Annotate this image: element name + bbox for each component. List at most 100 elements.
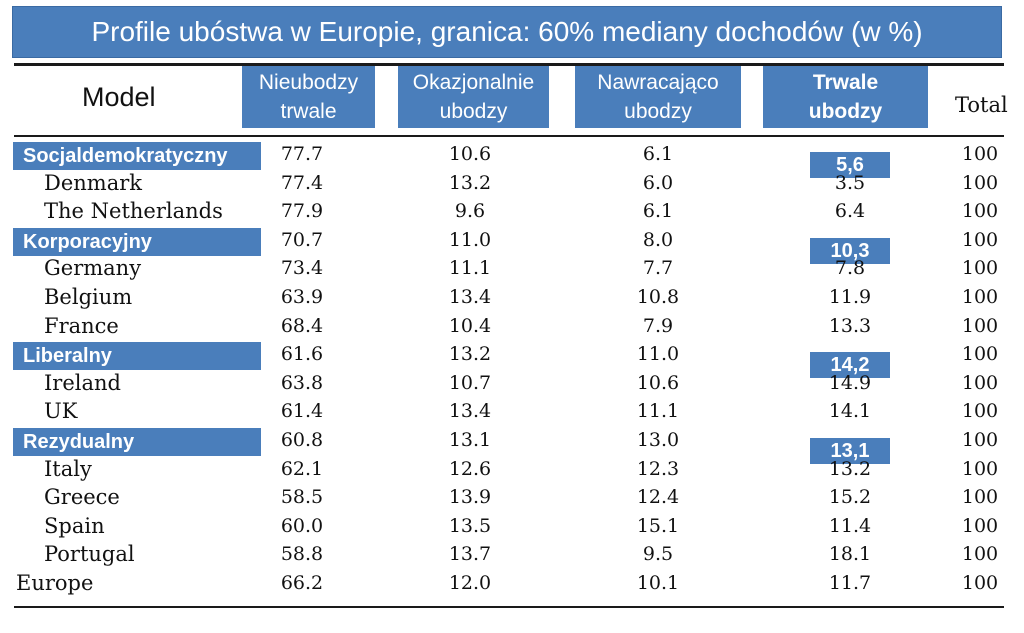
- value-okazjonalnie-ubodzy: 11.1: [448, 257, 492, 279]
- value-trwale-ubodzy: 11.7: [828, 572, 872, 594]
- group-value-trwale-ubodzy: 14,2: [810, 352, 890, 378]
- value-nawracajaco-ubodzy: 12.4: [636, 486, 680, 508]
- country-name: Denmark: [44, 171, 142, 195]
- country-name: Spain: [44, 514, 105, 538]
- group-label: Rezydualny: [13, 428, 261, 456]
- header-model: Model: [82, 82, 156, 112]
- value-okazjonalnie-ubodzy: 12.0: [448, 572, 492, 594]
- table-row: Spain 60.0 13.5 15.1 11.4 100: [0, 512, 1024, 540]
- header-line: ubodzy: [808, 100, 883, 123]
- value-okazjonalnie-ubodzy: 10.6: [448, 143, 492, 165]
- value-nieubodzy-trwale: 77.7: [280, 143, 324, 165]
- group-label: Socjaldemokratyczny: [13, 142, 261, 170]
- table-bottom-rule: [14, 606, 1004, 608]
- value-total: 100: [961, 372, 999, 394]
- country-name: The Netherlands: [44, 199, 223, 223]
- value-total: 100: [961, 200, 999, 222]
- value-okazjonalnie-ubodzy: 13.4: [448, 400, 492, 422]
- value-total: 100: [961, 143, 999, 165]
- value-nieubodzy-trwale: 60.0: [280, 515, 324, 537]
- value-nieubodzy-trwale: 70.7: [280, 229, 324, 251]
- value-okazjonalnie-ubodzy: 12.6: [448, 458, 492, 480]
- table-top-rule: [14, 63, 1004, 66]
- table-header-rule: [14, 135, 1004, 137]
- value-trwale-ubodzy: 6.4: [834, 200, 866, 222]
- country-name: Italy: [44, 457, 92, 481]
- value-nawracajaco-ubodzy: 10.8: [636, 286, 680, 308]
- value-nawracajaco-ubodzy: 10.1: [636, 572, 680, 594]
- value-nawracajaco-ubodzy: 11.0: [636, 343, 680, 365]
- table-row: UK 61.4 13.4 11.1 14.1 100: [0, 397, 1024, 425]
- value-trwale-ubodzy: 7.8: [834, 257, 866, 279]
- value-nieubodzy-trwale: 63.8: [280, 372, 324, 394]
- country-name: France: [44, 314, 119, 338]
- value-nawracajaco-ubodzy: 12.3: [636, 458, 680, 480]
- value-trwale-ubodzy: 13.3: [828, 315, 872, 337]
- value-okazjonalnie-ubodzy: 10.4: [448, 315, 492, 337]
- value-nawracajaco-ubodzy: 9.5: [642, 543, 674, 565]
- value-okazjonalnie-ubodzy: 9.6: [454, 200, 486, 222]
- group-value-trwale-ubodzy: 13,1: [810, 438, 890, 464]
- table-group-row: Liberalny 61.6 13.2 11.0 14,2 100: [0, 340, 1024, 378]
- value-total: 100: [961, 400, 999, 422]
- country-name: Belgium: [44, 285, 133, 309]
- value-okazjonalnie-ubodzy: 13.1: [448, 429, 492, 451]
- value-total: 100: [961, 429, 999, 451]
- value-trwale-ubodzy: 15.2: [828, 486, 872, 508]
- value-okazjonalnie-ubodzy: 13.5: [448, 515, 492, 537]
- value-nawracajaco-ubodzy: 15.1: [636, 515, 680, 537]
- value-total: 100: [961, 458, 999, 480]
- value-nawracajaco-ubodzy: 6.1: [642, 143, 674, 165]
- value-nieubodzy-trwale: 66.2: [280, 572, 324, 594]
- table-row: Belgium 63.9 13.4 10.8 11.9 100: [0, 283, 1024, 311]
- table-group-row: Socjaldemokratyczny 77.7 10.6 6.1 5,6 100: [0, 140, 1024, 178]
- value-trwale-ubodzy: 11.4: [828, 515, 872, 537]
- value-nawracajaco-ubodzy: 6.1: [642, 200, 674, 222]
- slide-title: Profile ubóstwa w Europie, granica: 60% …: [12, 6, 1002, 58]
- country-name: Greece: [44, 485, 120, 509]
- value-trwale-ubodzy: 14.1: [828, 400, 872, 422]
- value-nieubodzy-trwale: 58.5: [280, 486, 324, 508]
- country-name: Europe: [16, 571, 94, 595]
- header-line: Nieubodzy: [258, 71, 359, 94]
- value-nieubodzy-trwale: 77.9: [280, 200, 324, 222]
- header-line: Trwale: [812, 71, 879, 94]
- value-nieubodzy-trwale: 61.4: [280, 400, 324, 422]
- value-okazjonalnie-ubodzy: 13.2: [448, 172, 492, 194]
- header-line: Okazjonalnie: [412, 71, 535, 94]
- value-nieubodzy-trwale: 77.4: [280, 172, 324, 194]
- value-total: 100: [961, 572, 999, 594]
- table-group-row: Korporacyjny 70.7 11.0 8.0 10,3 100: [0, 226, 1024, 264]
- value-nieubodzy-trwale: 62.1: [280, 458, 324, 480]
- value-total: 100: [961, 515, 999, 537]
- value-nieubodzy-trwale: 58.8: [280, 543, 324, 565]
- value-total: 100: [961, 315, 999, 337]
- value-total: 100: [961, 343, 999, 365]
- table-row: Greece 58.5 13.9 12.4 15.2 100: [0, 483, 1024, 511]
- table-row: Portugal 58.8 13.7 9.5 18.1 100: [0, 540, 1024, 568]
- value-nawracajaco-ubodzy: 6.0: [642, 172, 674, 194]
- header-nieubodzy-trwale: Nieubodzy trwale: [242, 66, 375, 128]
- value-okazjonalnie-ubodzy: 10.7: [448, 372, 492, 394]
- value-total: 100: [961, 486, 999, 508]
- value-trwale-ubodzy: 13.2: [828, 458, 872, 480]
- value-nawracajaco-ubodzy: 8.0: [642, 229, 674, 251]
- table-row: Ireland 63.8 10.7 10.6 14.9 100: [0, 369, 1024, 397]
- value-total: 100: [961, 286, 999, 308]
- value-nawracajaco-ubodzy: 11.1: [636, 400, 680, 422]
- country-name: Ireland: [44, 371, 121, 395]
- header-total: Total: [955, 93, 1008, 117]
- country-name: Germany: [44, 256, 142, 280]
- table-group-row: Rezydualny 60.8 13.1 13.0 13,1 100: [0, 426, 1024, 464]
- value-trwale-ubodzy: 18.1: [828, 543, 872, 565]
- header-line: ubodzy: [439, 100, 508, 123]
- group-value-trwale-ubodzy: 5,6: [810, 152, 890, 178]
- table-row: Denmark 77.4 13.2 6.0 3.5 100: [0, 169, 1024, 197]
- value-nieubodzy-trwale: 73.4: [280, 257, 324, 279]
- country-name: UK: [44, 399, 78, 423]
- value-nawracajaco-ubodzy: 13.0: [636, 429, 680, 451]
- header-nawracajaco-ubodzy: Nawracająco ubodzy: [575, 66, 741, 128]
- value-nawracajaco-ubodzy: 7.7: [642, 257, 674, 279]
- header-trwale-ubodzy: Trwale ubodzy: [763, 66, 928, 128]
